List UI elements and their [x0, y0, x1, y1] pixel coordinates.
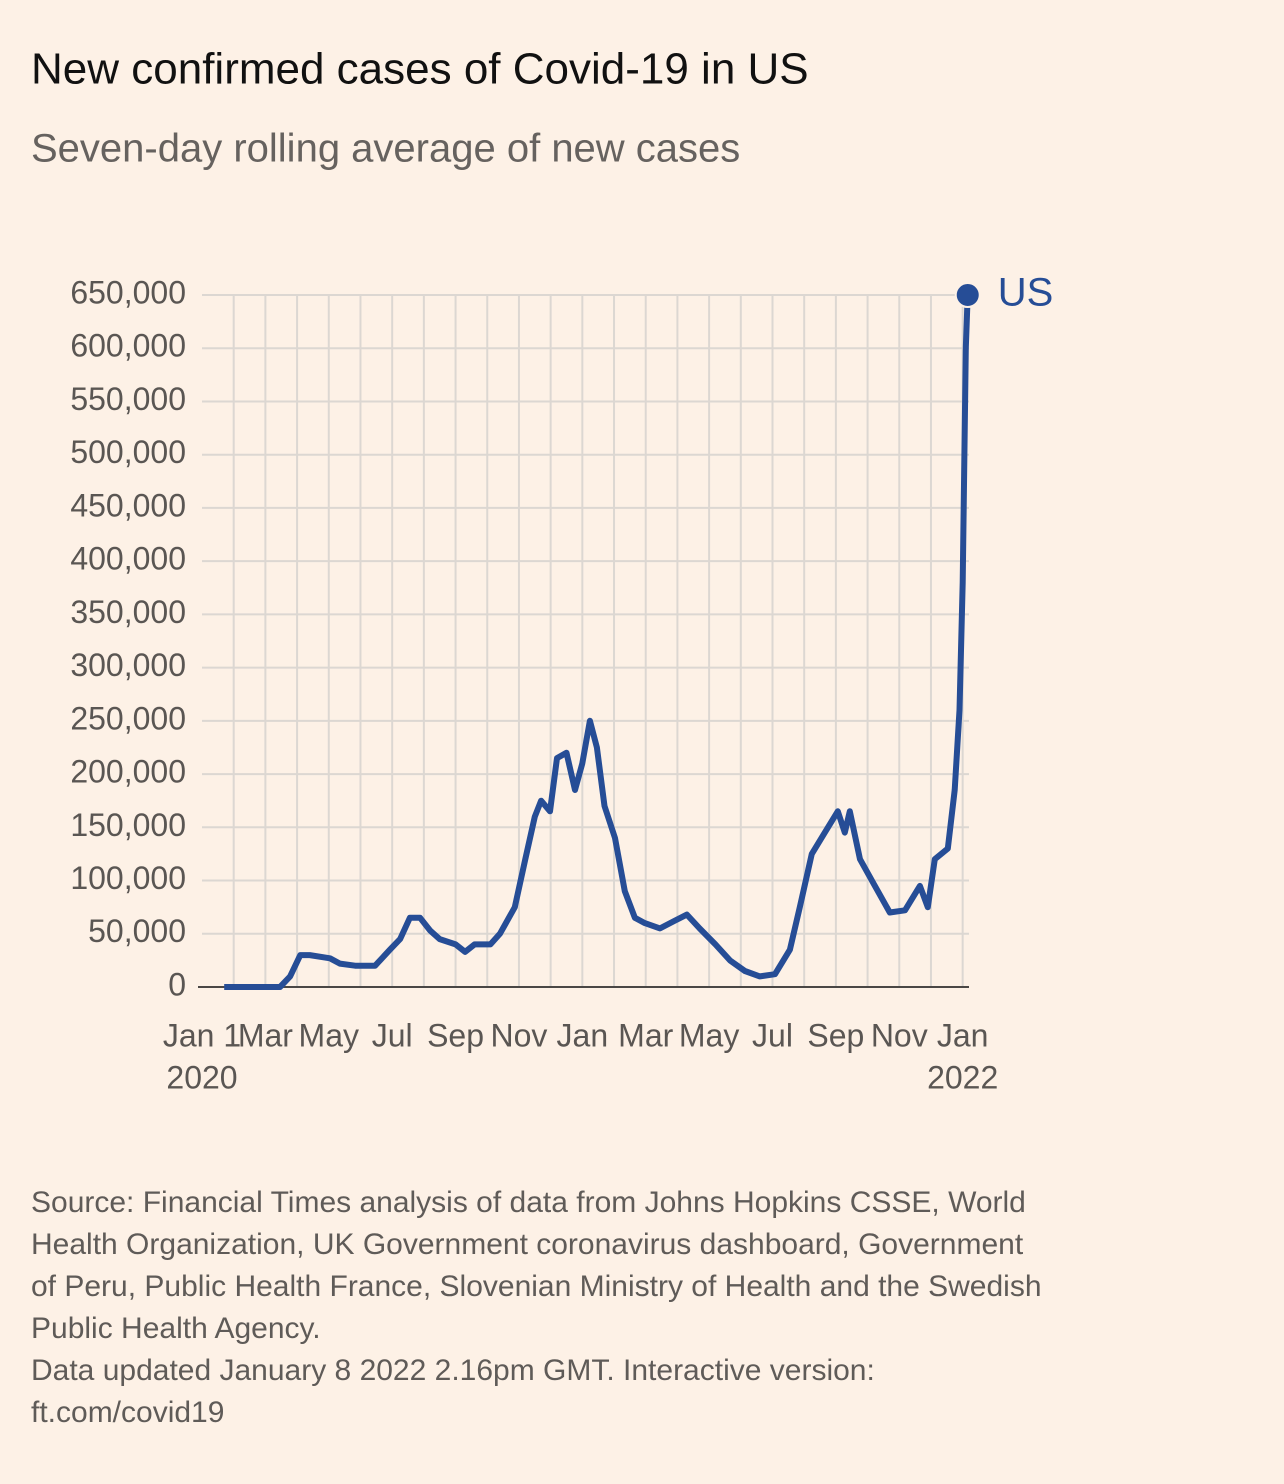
y-tick-label: 250,000 [70, 700, 186, 736]
source-line: Source: Financial Times analysis of data… [31, 1186, 1026, 1219]
y-tick-label: 350,000 [70, 594, 186, 630]
y-tick-label: 50,000 [88, 913, 186, 949]
x-tick-label: Nov [490, 1017, 547, 1053]
x-tick-label: Mar [618, 1017, 673, 1053]
series-label: US [998, 271, 1054, 315]
x-tick-label: Jan [557, 1017, 609, 1053]
x-tick-label: Jul [372, 1017, 413, 1053]
x-tick-label: Mar [238, 1017, 293, 1053]
y-tick-label: 300,000 [70, 647, 186, 683]
x-tick-label: Jul [752, 1017, 793, 1053]
y-tick-label: 400,000 [70, 541, 186, 577]
chart-title: New confirmed cases of Covid-19 in US [31, 45, 809, 94]
y-tick-label: 650,000 [70, 274, 186, 310]
source-line: Health Organization, UK Government coron… [31, 1228, 1024, 1261]
y-tick-label: 450,000 [70, 487, 186, 523]
y-tick-label: 600,000 [70, 328, 186, 364]
chart-subtitle: Seven-day rolling average of new cases [31, 127, 740, 171]
x-tick-label: Jan [937, 1017, 989, 1053]
source-line: Data updated January 8 2022 2.16pm GMT. … [31, 1354, 875, 1387]
y-tick-label: 150,000 [70, 807, 186, 843]
x-year-label: 2022 [927, 1059, 998, 1095]
x-tick-label: Sep [427, 1017, 484, 1053]
end-dot [954, 282, 981, 308]
x-tick-label: May [299, 1017, 359, 1053]
y-tick-label: 500,000 [70, 434, 186, 470]
x-tick-label: Nov [871, 1017, 928, 1053]
x-year-label: 2020 [166, 1059, 237, 1095]
line [224, 294, 971, 990]
source-line: Public Health Agency. [31, 1312, 321, 1345]
y-tick-label: 100,000 [70, 860, 186, 896]
x-tick-label: May [679, 1017, 739, 1053]
y-tick-label: 550,000 [70, 381, 186, 417]
source-line: ft.com/covid19 [31, 1396, 224, 1429]
x-tick-label: Jan 1 [163, 1017, 241, 1053]
source-line: of Peru, Public Health France, Slovenian… [31, 1270, 1042, 1303]
y-tick-label: 200,000 [70, 754, 186, 790]
y-tick-label: 0 [168, 966, 186, 1002]
x-tick-label: Sep [807, 1017, 864, 1053]
